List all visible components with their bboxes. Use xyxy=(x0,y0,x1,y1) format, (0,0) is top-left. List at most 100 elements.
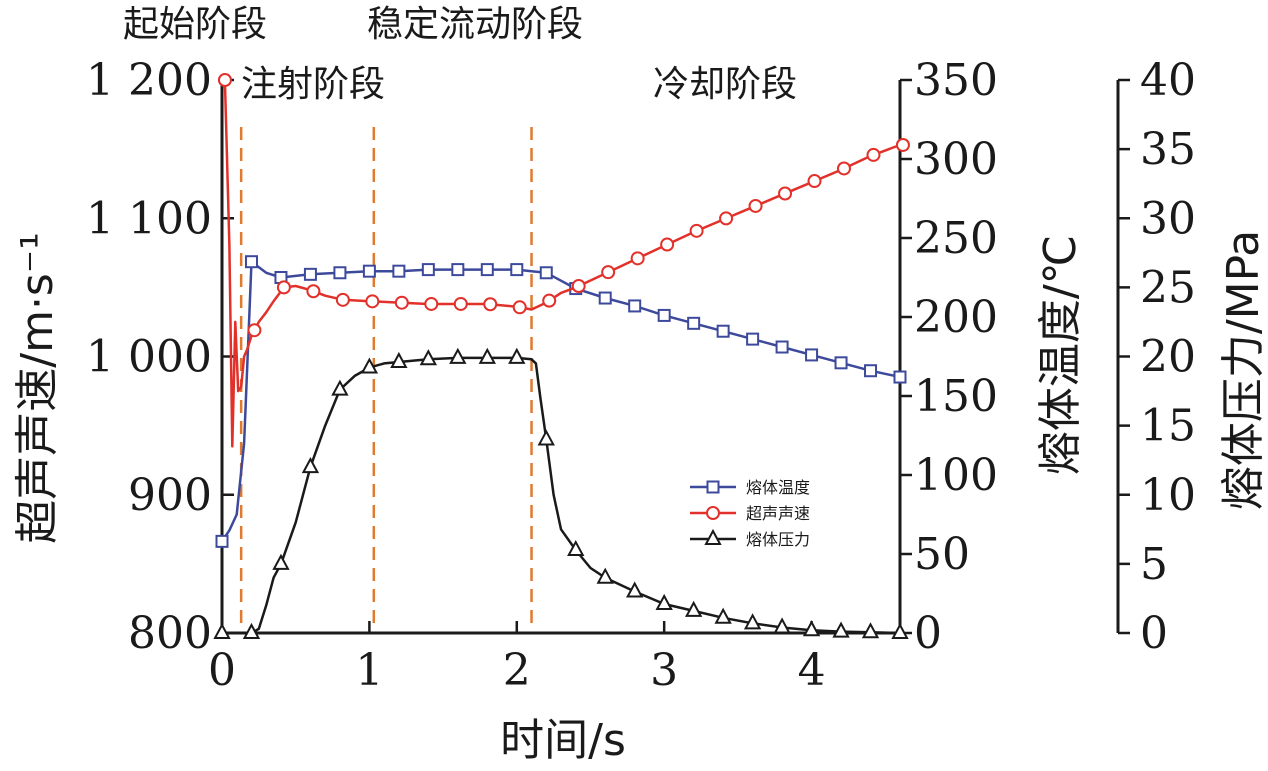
data-point-sound-speed-13 xyxy=(601,265,616,280)
data-point-pressure-20 xyxy=(802,620,821,637)
data-point-temperature-15 xyxy=(657,308,671,322)
y-right2-tick-label-8: 40 xyxy=(1140,55,1196,106)
data-point-temperature-19 xyxy=(775,340,789,354)
y-left-tick-label-4: 1 200 xyxy=(86,55,212,106)
series-line-pressure xyxy=(222,356,901,635)
data-point-pressure-21 xyxy=(832,621,850,638)
y-right2-tick-label-2: 10 xyxy=(1140,470,1196,521)
data-point-pressure-15 xyxy=(655,593,673,610)
y-right1-tick-label-4: 200 xyxy=(914,292,998,343)
data-point-sound-speed-1 xyxy=(247,323,262,338)
data-point-temperature-8 xyxy=(451,263,465,277)
y-left-tick-label-2: 1 000 xyxy=(86,332,212,383)
data-point-pressure-7 xyxy=(419,349,438,366)
data-point-pressure-1 xyxy=(242,622,261,639)
data-point-pressure-12 xyxy=(567,539,585,557)
phase-label-start: 起始阶段 xyxy=(123,4,267,45)
data-point-sound-speed-7 xyxy=(424,296,439,311)
legend-marker-temperature xyxy=(706,480,720,494)
data-point-temperature-17 xyxy=(716,324,730,338)
x-axis-title: 时间/s xyxy=(500,715,626,766)
data-point-sound-speed-18 xyxy=(748,198,763,213)
y-right2-tick-label-7: 35 xyxy=(1140,124,1196,175)
data-point-sound-speed-22 xyxy=(866,147,881,162)
data-point-pressure-11 xyxy=(537,429,555,446)
y-left-tick-label-1: 900 xyxy=(128,470,212,521)
data-point-sound-speed-19 xyxy=(778,186,793,201)
data-point-pressure-22 xyxy=(861,622,880,639)
data-point-pressure-0 xyxy=(213,622,231,639)
data-point-pressure-17 xyxy=(714,607,732,624)
data-point-temperature-5 xyxy=(362,264,376,278)
y-left-tick-label-3: 1 100 xyxy=(86,193,212,244)
series-line-sound-speed xyxy=(221,78,901,448)
phase-boundaries xyxy=(239,127,533,623)
y-axis-right1-title: 熔体温度/℃ xyxy=(1035,235,1086,475)
phase-label-cooling: 冷却阶段 xyxy=(653,64,797,105)
data-point-temperature-22 xyxy=(864,364,878,378)
data-point-temperature-9 xyxy=(480,263,494,277)
data-point-pressure-3 xyxy=(301,456,320,474)
x-tick-label-4: 4 xyxy=(798,645,826,696)
phase-label-steady-flow: 稳定流动阶段 xyxy=(367,4,583,45)
data-point-sound-speed-16 xyxy=(689,223,704,238)
data-point-temperature-16 xyxy=(687,316,701,330)
x-tick-label-2: 2 xyxy=(503,645,531,696)
series-layer xyxy=(213,73,910,639)
data-point-pressure-5 xyxy=(360,357,379,374)
data-point-sound-speed-21 xyxy=(836,161,851,176)
data-point-sound-speed-2 xyxy=(276,280,291,295)
data-point-pressure-10 xyxy=(508,347,526,364)
legend-marker-sound-speed xyxy=(706,506,720,520)
data-point-sound-speed-8 xyxy=(453,296,468,311)
data-point-sound-speed-0 xyxy=(217,73,232,87)
y-right2-tick-label-4: 20 xyxy=(1140,332,1196,383)
x-tick-label-3: 3 xyxy=(650,645,678,696)
series-sound-speed xyxy=(217,73,910,448)
data-point-temperature-18 xyxy=(746,332,760,346)
series-line-temperature xyxy=(220,260,901,543)
data-point-pressure-23 xyxy=(891,622,909,639)
data-point-pressure-18 xyxy=(743,613,762,630)
x-tick-label-0: 0 xyxy=(208,645,236,696)
data-point-temperature-13 xyxy=(598,291,612,305)
data-point-pressure-6 xyxy=(390,351,408,369)
y-right1-tick-label-0: 0 xyxy=(914,608,942,659)
data-point-temperature-4 xyxy=(333,266,347,280)
data-point-temperature-1 xyxy=(244,255,258,269)
data-point-temperature-10 xyxy=(510,263,524,277)
data-point-sound-speed-15 xyxy=(660,237,675,252)
y-right1-tick-label-5: 250 xyxy=(914,213,998,264)
data-point-sound-speed-10 xyxy=(512,300,527,315)
data-point-temperature-14 xyxy=(628,299,642,313)
y-left-tick-label-0: 800 xyxy=(128,608,212,659)
y-right1-tick-label-3: 150 xyxy=(914,371,998,422)
data-point-pressure-4 xyxy=(331,379,349,396)
data-point-sound-speed-9 xyxy=(483,297,498,312)
y-right2-tick-label-0: 0 xyxy=(1140,608,1168,659)
data-point-temperature-23 xyxy=(893,370,907,384)
data-point-temperature-0 xyxy=(215,534,229,548)
data-point-sound-speed-5 xyxy=(365,294,380,309)
y-right1-tick-label-2: 100 xyxy=(914,450,998,501)
legend-marker-pressure xyxy=(704,528,722,545)
y-axis-right2-title: 熔体压力/MPa xyxy=(1218,230,1268,510)
data-point-sound-speed-17 xyxy=(719,211,734,226)
y-right1-tick-label-7: 350 xyxy=(914,55,998,106)
y-right2-tick-label-6: 30 xyxy=(1140,193,1196,244)
data-point-pressure-13 xyxy=(596,567,614,584)
legend-label-pressure: 熔体压力 xyxy=(746,530,810,549)
data-point-pressure-16 xyxy=(684,600,703,617)
y-right1-tick-label-6: 300 xyxy=(914,134,998,185)
y-right1-tick-label-1: 50 xyxy=(914,529,970,580)
data-point-pressure-2 xyxy=(272,553,290,570)
data-point-pressure-9 xyxy=(478,347,496,364)
data-point-temperature-21 xyxy=(834,356,848,370)
y-axis-left-title: 超声声速/m·s⁻¹ xyxy=(12,232,63,543)
data-point-sound-speed-12 xyxy=(571,278,586,293)
data-point-sound-speed-4 xyxy=(335,292,350,307)
data-point-sound-speed-20 xyxy=(807,174,822,189)
